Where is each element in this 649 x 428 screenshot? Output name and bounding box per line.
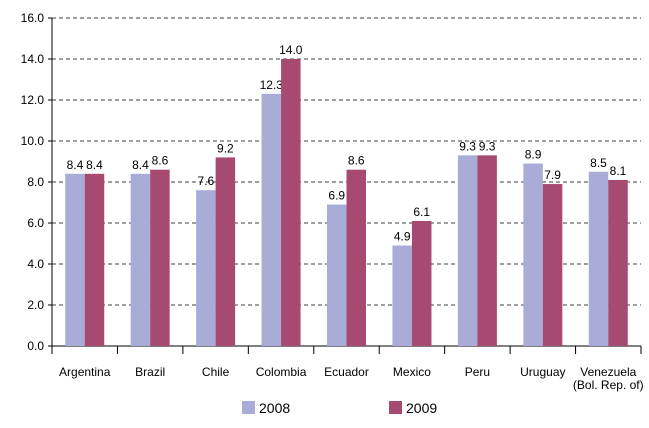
- legend-swatch: [242, 401, 255, 414]
- bar: [542, 184, 563, 346]
- y-tick-label: 10.0: [21, 134, 45, 148]
- value-label: 6.1: [413, 205, 430, 219]
- value-label: 7.6: [198, 174, 215, 188]
- x-tick-label: Colombia: [256, 365, 307, 379]
- value-label: 8.9: [525, 148, 542, 162]
- y-tick-label: 14.0: [21, 52, 45, 66]
- value-label: 8.4: [67, 158, 84, 172]
- value-label: 14.0: [279, 43, 303, 57]
- y-tick-label: 2.0: [27, 298, 44, 312]
- x-tick-label: Chile: [202, 365, 230, 379]
- bar: [150, 169, 170, 346]
- value-label: 8.6: [348, 154, 365, 168]
- bar: [261, 93, 282, 346]
- bar: [457, 155, 478, 346]
- bar: [346, 169, 366, 346]
- x-tick-label: Uruguay: [520, 365, 565, 379]
- x-tick-label: Venezuela (Bol. Rep. of): [573, 365, 644, 392]
- legend-label: 2009: [406, 400, 437, 416]
- bar: [215, 157, 236, 346]
- x-tick-label: Ecuador: [324, 365, 369, 379]
- legend-label: 2008: [259, 400, 290, 416]
- y-tick-label: 8.0: [27, 175, 44, 189]
- value-label: 8.5: [590, 156, 607, 170]
- bar: [608, 179, 628, 346]
- bar: [281, 59, 301, 346]
- value-label: 9.3: [479, 139, 496, 153]
- bar: [196, 190, 216, 346]
- x-tick-label: Argentina: [59, 365, 111, 379]
- x-tick-label: Brazil: [135, 365, 165, 379]
- value-label: 8.4: [132, 158, 149, 172]
- y-tick-label: 0.0: [27, 339, 44, 353]
- value-label: 9.3: [459, 139, 476, 153]
- x-tick-label: Mexico: [393, 365, 431, 379]
- value-label: 7.9: [544, 168, 561, 182]
- bar: [65, 173, 85, 346]
- legend-swatch: [389, 401, 402, 414]
- y-tick-label: 6.0: [27, 216, 44, 230]
- value-label: 9.2: [217, 141, 234, 155]
- y-tick-label: 4.0: [27, 257, 44, 271]
- x-tick-label: Peru: [465, 365, 490, 379]
- value-label: 4.9: [394, 230, 411, 244]
- value-label: 8.1: [610, 164, 627, 178]
- y-tick-label: 16.0: [21, 11, 45, 25]
- value-label: 8.4: [86, 158, 103, 172]
- bar: [392, 245, 412, 346]
- bar: [477, 155, 497, 346]
- bar: [84, 173, 105, 346]
- y-tick-label: 12.0: [21, 93, 45, 107]
- value-label: 12.3: [260, 78, 284, 92]
- bar: [411, 220, 432, 346]
- value-label: 6.9: [328, 189, 345, 203]
- bar: [130, 173, 151, 346]
- value-label: 8.6: [152, 154, 169, 168]
- bar: [523, 163, 543, 346]
- bar: [327, 204, 347, 346]
- bar: [588, 171, 609, 346]
